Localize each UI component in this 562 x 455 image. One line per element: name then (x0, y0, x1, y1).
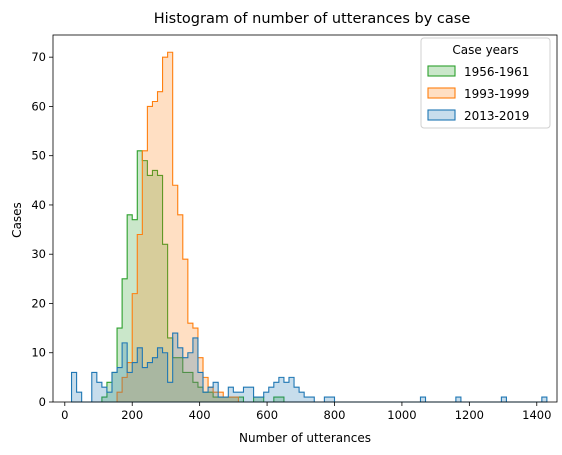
x-tick-label: 1400 (522, 408, 551, 422)
x-tick-label: 800 (324, 408, 346, 422)
y-tick-label: 40 (31, 198, 46, 212)
series-area-1993-1999 (71, 52, 547, 403)
x-axis-label: Number of utterances (239, 431, 371, 445)
y-tick-label: 50 (31, 149, 46, 163)
plot-frame (52, 34, 558, 403)
x-tick-label: 1200 (455, 408, 484, 422)
series-outline-2013-2019 (70, 332, 548, 403)
legend: Case years 1956-1961 1993-1999 2013-2019 (420, 37, 551, 129)
x-tick-label: 400 (189, 408, 211, 422)
series-2013-2019 (70, 332, 548, 403)
legend-label-1993-1999: 1993-1999 (464, 87, 529, 101)
y-tick-label: 70 (31, 50, 46, 64)
axes: 0 200 400 600 800 1000 1200 1400 0 10 20 30 40 50 60 70 (31, 34, 558, 422)
y-tick-label: 10 (31, 346, 46, 360)
series-area-2013-2019 (71, 333, 547, 402)
y-tick-label: 30 (31, 247, 46, 261)
legend-label-2013-2019: 2013-2019 (464, 109, 529, 123)
y-tick-label: 60 (31, 99, 46, 113)
y-tick-label: 20 (31, 296, 46, 310)
legend-swatch-2013-2019 (427, 109, 456, 121)
x-tick-label: 1000 (387, 408, 416, 422)
legend-swatch-1993-1999 (427, 87, 456, 99)
x-tick-label: 600 (256, 408, 278, 422)
legend-title: Case years (452, 43, 518, 57)
x-tick-label: 200 (121, 408, 143, 422)
y-axis-label: Cases (10, 202, 24, 238)
x-tick-label: 0 (61, 408, 68, 422)
legend-swatch-1956-1961 (427, 65, 456, 77)
chart-title: Histogram of number of utterances by cas… (154, 11, 471, 27)
legend-label-1956-1961: 1956-1961 (464, 65, 529, 79)
y-tick-label: 0 (39, 395, 46, 409)
legend-box (420, 37, 551, 129)
series-area-1956-1961 (71, 150, 547, 402)
